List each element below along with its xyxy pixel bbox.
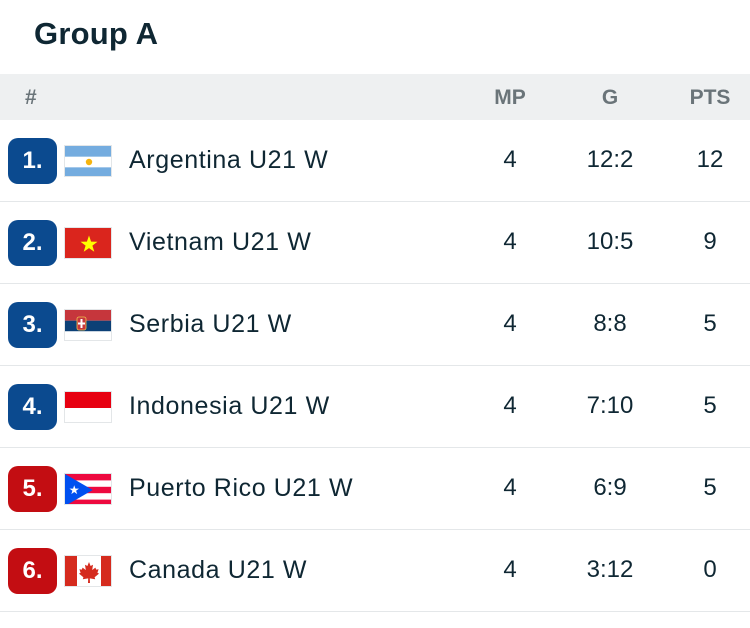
team-name[interactable]: Argentina U21 W [129,146,329,174]
points: 0 [703,556,717,583]
matches-played: 4 [503,310,517,337]
matches-played: 4 [503,556,517,583]
rank-badge: 1. [8,138,57,184]
table-row[interactable]: 4. Indonesia U21 W 4 7:10 5 [0,366,750,448]
canada-flag-icon [64,555,112,587]
points: 5 [703,310,717,337]
goals: 3:12 [586,556,634,583]
team-name[interactable]: Vietnam U21 W [129,228,312,256]
header-points[interactable]: PTS [689,86,731,109]
rank-badge: 3. [8,302,57,348]
team-name[interactable]: Indonesia U21 W [129,392,330,420]
vietnam-flag-icon [64,227,112,259]
indonesia-flag-icon [64,391,112,423]
rank-badge: 2. [8,220,57,266]
argentina-flag-icon [64,145,112,177]
goals: 10:5 [586,228,634,255]
goals: 8:8 [593,310,627,337]
table-row[interactable]: 6. Canada U21 W 4 3:12 0 [0,530,750,612]
standings-header: # MP G PTS [0,74,750,120]
matches-played: 4 [503,474,517,501]
team-name[interactable]: Canada U21 W [129,556,308,584]
rank-badge: 6. [8,548,57,594]
header-matches-played[interactable]: MP [494,86,526,109]
matches-played: 4 [503,146,517,173]
table-row[interactable]: 3. Serbia U21 W 4 8:8 5 [0,284,750,366]
goals: 6:9 [593,474,627,501]
matches-played: 4 [503,392,517,419]
rank-badge: 5. [8,466,57,512]
points: 5 [703,392,717,419]
points: 9 [703,228,717,255]
team-name[interactable]: Serbia U21 W [129,310,292,338]
table-row[interactable]: 2. Vietnam U21 W 4 10:5 9 [0,202,750,284]
team-name[interactable]: Puerto Rico U21 W [129,474,354,502]
serbia-flag-icon [64,309,112,341]
table-row[interactable]: 1. Argentina U21 W 4 12:2 12 [0,120,750,202]
puerto-rico-flag-icon [64,473,112,505]
header-rank: # [25,86,37,109]
goals: 7:10 [586,392,634,419]
matches-played: 4 [503,228,517,255]
points: 12 [696,146,724,173]
table-row[interactable]: 5. Puerto Rico U21 W 4 6:9 5 [0,448,750,530]
rank-badge: 4. [8,384,57,430]
group-title: Group A [34,16,159,51]
standings-table: 1. Argentina U21 W 4 12:2 12 2. Vietnam … [0,120,750,612]
header-goals[interactable]: G [601,86,619,109]
points: 5 [703,474,717,501]
goals: 12:2 [586,146,634,173]
